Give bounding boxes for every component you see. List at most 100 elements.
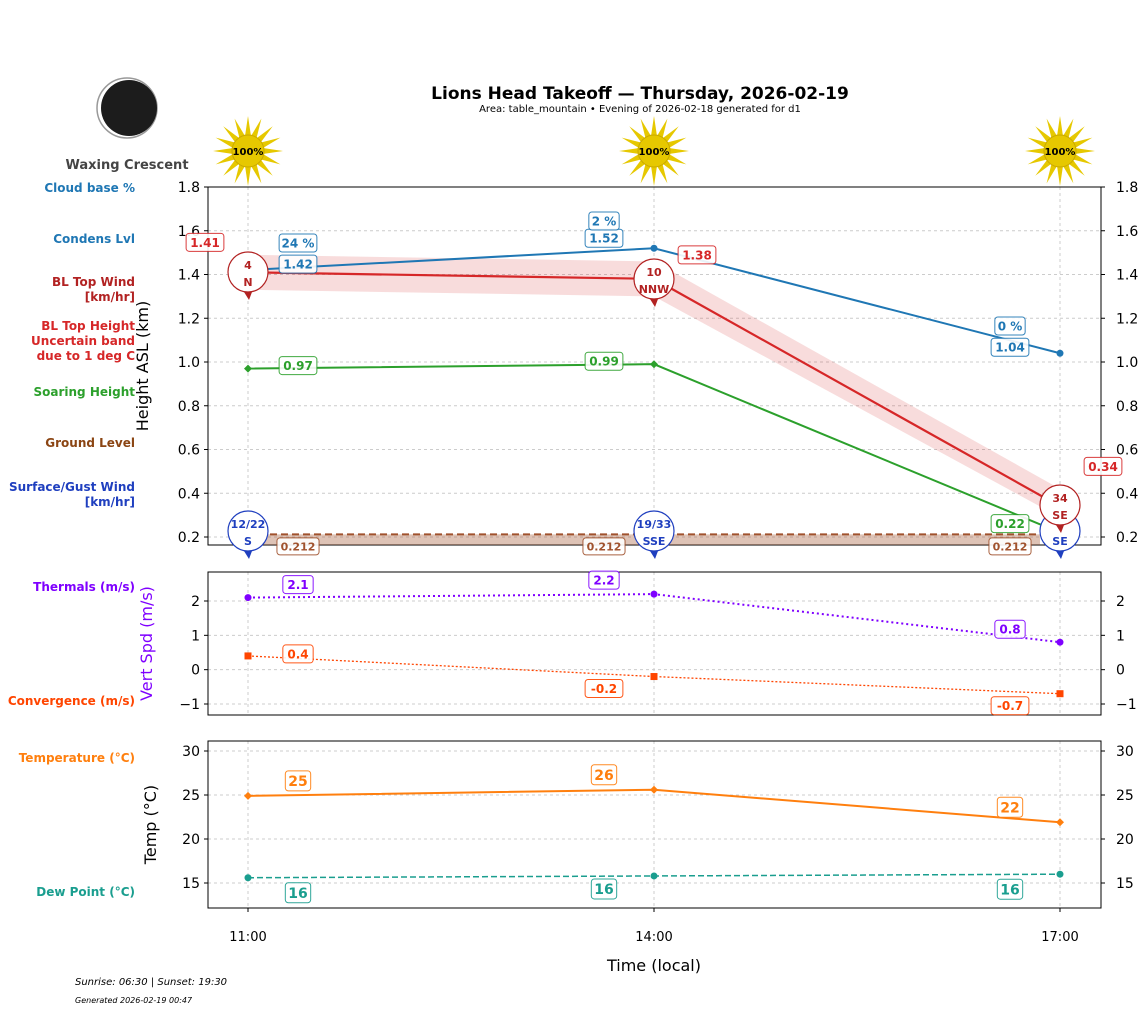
sun-ray [261,137,281,148]
x-tick-label: 11:00 [229,930,266,945]
data-label-text: 0.8 [999,623,1020,637]
sun-ray [657,118,668,138]
y-tick-label: 20 [182,832,200,848]
side-label: Condens Lvl [53,232,135,246]
data-label-box [588,570,620,590]
moon-icon [96,77,158,139]
y-tick-label: 0.4 [178,486,200,502]
ground-label: 0.212 [582,537,626,556]
data-label-text: 0.22 [995,517,1025,531]
sun-ray [245,166,251,186]
footer-sun-times: Sunrise: 06:30 | Sunset: 19:30 [75,977,227,988]
sun-disc [637,134,671,168]
sun-ray [234,118,245,138]
temperature-line-point [244,791,252,800]
plot-frame [207,571,1102,716]
dew-point-label: 16 [590,878,618,900]
data-label-text: 0.99 [589,355,619,369]
wind-speed: 34 [1052,492,1068,505]
data-label-text: 0.212 [587,540,622,553]
sun-ray [669,148,689,154]
temperature-line-point [650,785,658,794]
data-label-text: 16 [594,882,613,898]
data-label-box [590,764,618,786]
data-label-text: 0.212 [993,540,1028,553]
soaring-label: 0.22 [990,514,1030,534]
data-label-text: 16 [1000,882,1019,898]
data-label-box [990,514,1030,534]
wind-arrow-icon [244,551,252,559]
data-label-text: 1.42 [283,258,313,272]
chart-subtitle: Area: table_mountain • Evening of 2026-0… [479,104,801,115]
bl-top-label: 1.41 [185,232,225,252]
cloud-base-percent-label: 2 % [588,211,620,231]
thermals-label: 2.2 [588,570,620,590]
data-label-text: 2 % [592,214,617,228]
bl-wind-marker: 10 NNW [633,258,675,307]
data-label-text: -0.2 [591,682,617,696]
moon-phase-label: Waxing Crescent [65,158,189,173]
data-label-text: 2.1 [287,578,308,592]
data-label-text: 1.41 [190,236,220,250]
bl-uncertainty-band [248,254,1060,518]
sun-disc [1043,134,1077,168]
sun-ray [1063,164,1074,184]
dew-point-line-point [650,872,658,880]
dew-point-label: 16 [284,882,312,904]
y-axis-label: Temp (°C) [141,785,160,865]
ground-label: 0.212 [988,537,1032,556]
y-tick-label-right: 1.6 [1116,224,1138,240]
dew-point-line-point [244,874,252,882]
soaring-label: 0.97 [278,356,318,376]
wind-speed: 12/22 [231,518,266,531]
ground-label: 0.212 [276,537,320,556]
sun-icon: 100% [1025,116,1095,186]
y-tick-label-right: 25 [1116,788,1134,804]
soaring-line-point [650,360,658,369]
y-tick-label: 0.8 [178,399,200,415]
data-label-text: 1.38 [682,248,712,262]
sun-ray [1025,148,1045,154]
data-label-box [1083,456,1123,476]
surface-wind-marker: 12/22 S [227,510,269,559]
sun-ray [640,164,651,184]
side-label: Convergence (m/s) [7,694,135,708]
y-tick-label: 30 [182,744,200,760]
bl-wind-marker: 4N [227,251,269,300]
y-tick-label: 0 [191,663,200,679]
y-tick-label-right: 0.6 [1116,443,1138,459]
wind-direction: S [244,535,252,548]
sun-ray [245,116,251,136]
bl-top-label: 1.38 [677,245,717,265]
side-label: Surface/Gust Wind [km/hr] [9,480,135,509]
y-tick-label-right: 1.0 [1116,355,1138,371]
y-tick-label: 1.8 [178,180,200,196]
data-label-box [590,878,618,900]
sun-ray [1073,154,1093,165]
bl-top-label: 0.34 [1083,456,1123,476]
y-tick-label-right: 1.8 [1116,180,1138,196]
data-label-text: 2.2 [593,574,614,588]
sun-ray [1057,116,1063,136]
cloud-base-percent-label: 0 % [994,316,1026,336]
footer-generated: Generated 2026-02-19 00:47 [75,996,193,1005]
sun-ray [1069,126,1085,142]
thermals-label: 2.1 [282,575,314,595]
y-tick-label-right: 1.4 [1116,268,1138,284]
soaring-label: 0.99 [584,351,624,371]
bl-wind-marker: 34 SE [1039,484,1081,533]
y-tick-label: 2 [191,594,200,610]
y-axis-label: Vert Spd (m/s) [137,586,156,701]
data-label-box [185,232,225,252]
thermals-line-point [244,594,252,602]
side-label: Thermals (m/s) [33,580,135,594]
x-tick-label: 14:00 [635,930,672,945]
sun-ray [663,126,679,142]
sun-percent-label: 100% [1045,147,1076,158]
y-tick-label-right: 2 [1116,594,1125,610]
data-label-box [282,644,314,664]
y-tick-label-right: 0.4 [1116,486,1138,502]
data-label-text: 24 % [282,236,315,250]
data-label-box [282,575,314,595]
